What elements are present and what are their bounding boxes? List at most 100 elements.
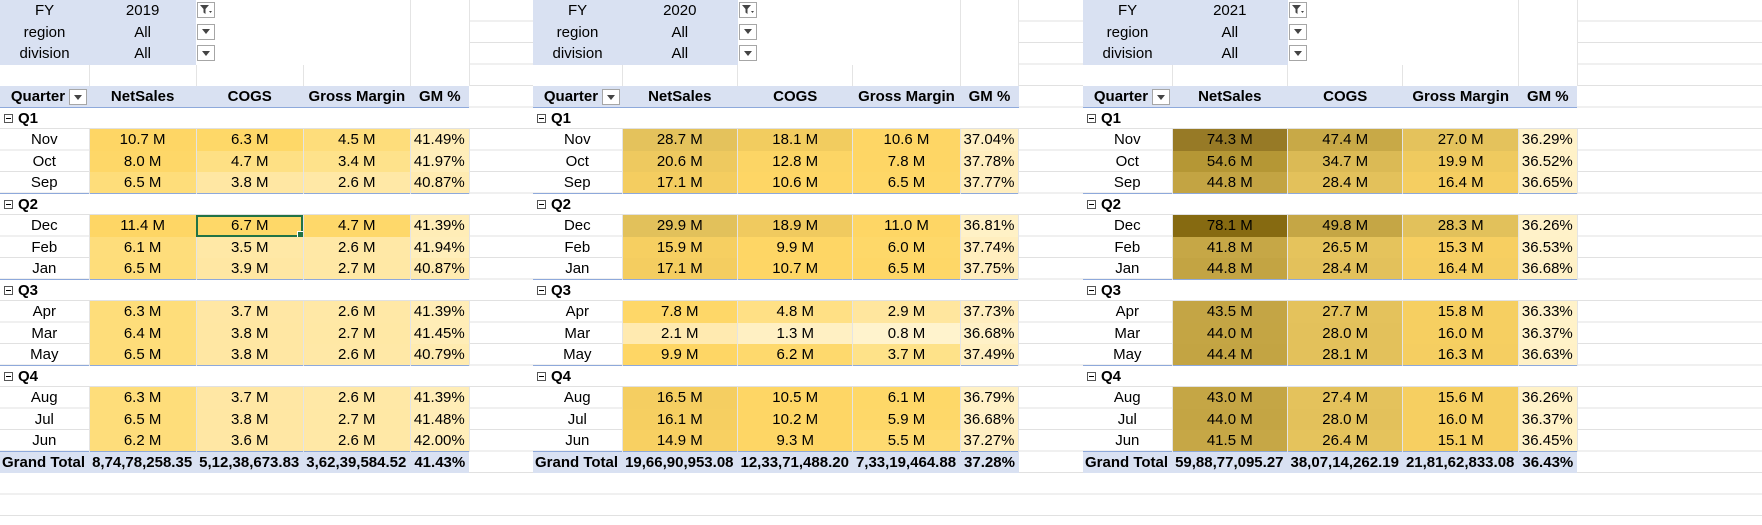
grand-total-gm-percent[interactable]: 36.43% [1518, 451, 1578, 473]
netsales-cell[interactable]: 6.1 M [89, 236, 197, 258]
filter-value-region[interactable]: All [622, 21, 738, 43]
gross-margin-cell[interactable]: 6.5 M [852, 258, 961, 280]
header-quarter[interactable]: Quarter [533, 86, 623, 108]
month-label[interactable]: Apr [0, 301, 90, 323]
gross-margin-cell[interactable]: 2.7 M [303, 322, 411, 344]
grand-total-cogs[interactable]: 5,12,38,673.83 [196, 451, 304, 473]
gm-percent-cell[interactable]: 36.26% [1518, 215, 1578, 237]
grand-total-gross-margin[interactable]: 3,62,39,584.52 [303, 451, 411, 473]
month-label[interactable]: Jul [533, 408, 623, 430]
gm-percent-cell[interactable]: 36.68% [960, 322, 1020, 344]
gm-percent-cell[interactable]: 41.39% [410, 387, 470, 409]
gross-margin-cell[interactable]: 10.6 M [852, 129, 961, 151]
dropdown-arrow-icon[interactable] [197, 45, 216, 61]
month-label[interactable]: Mar [1083, 322, 1173, 344]
gross-margin-cell[interactable]: 2.6 M [303, 301, 411, 323]
collapse-icon[interactable] [4, 372, 13, 381]
filter-dropdown-division[interactable] [196, 43, 304, 65]
gross-margin-cell[interactable]: 16.4 M [1402, 258, 1519, 280]
netsales-cell[interactable]: 7.8 M [622, 301, 739, 323]
gm-percent-cell[interactable]: 36.37% [1518, 322, 1578, 344]
netsales-cell[interactable]: 6.5 M [89, 408, 197, 430]
filter-dropdown-region[interactable] [1287, 21, 1403, 43]
filter-value-division[interactable]: All [622, 43, 738, 65]
quarter-group-q2[interactable]: Q2 [0, 193, 90, 215]
cogs-cell[interactable]: 27.4 M [1287, 387, 1404, 409]
month-label[interactable]: Aug [1083, 387, 1173, 409]
netsales-cell[interactable]: 43.5 M [1172, 301, 1289, 323]
month-label[interactable]: Sep [533, 172, 623, 194]
gm-percent-cell[interactable]: 40.87% [410, 258, 470, 280]
month-label[interactable]: Nov [1083, 129, 1173, 151]
dropdown-arrow-icon[interactable] [1152, 89, 1171, 105]
gm-percent-cell[interactable]: 36.53% [1518, 236, 1578, 258]
gross-margin-cell[interactable]: 3.7 M [852, 344, 961, 366]
filter-value-division[interactable]: All [89, 43, 197, 65]
netsales-cell[interactable]: 41.8 M [1172, 236, 1289, 258]
gross-margin-cell[interactable]: 2.7 M [303, 408, 411, 430]
month-label[interactable]: May [1083, 344, 1173, 366]
cogs-cell[interactable]: 3.8 M [196, 322, 304, 344]
grand-total-gross-margin[interactable]: 21,81,62,833.08 [1402, 451, 1519, 473]
gross-margin-cell[interactable]: 3.4 M [303, 150, 411, 172]
quarter-group-q4[interactable]: Q4 [1083, 365, 1173, 387]
collapse-icon[interactable] [1087, 200, 1096, 209]
gm-percent-cell[interactable]: 37.04% [960, 129, 1020, 151]
filter-applied-icon[interactable] [738, 2, 757, 18]
dropdown-arrow-icon[interactable] [1288, 45, 1307, 61]
month-label[interactable]: Nov [533, 129, 623, 151]
netsales-cell[interactable]: 20.6 M [622, 150, 739, 172]
cogs-cell[interactable]: 6.2 M [737, 344, 854, 366]
gross-margin-cell[interactable]: 16.3 M [1402, 344, 1519, 366]
header-quarter[interactable]: Quarter [0, 86, 90, 108]
month-label[interactable]: Oct [0, 150, 90, 172]
gm-percent-cell[interactable]: 36.81% [960, 215, 1020, 237]
cogs-cell[interactable]: 26.4 M [1287, 430, 1404, 452]
grand-total-netsales[interactable]: 8,74,78,258.35 [89, 451, 197, 473]
filter-value-region[interactable]: All [89, 21, 197, 43]
month-label[interactable]: Nov [0, 129, 90, 151]
month-label[interactable]: Mar [533, 322, 623, 344]
cogs-cell[interactable]: 34.7 M [1287, 150, 1404, 172]
netsales-cell[interactable]: 17.1 M [622, 258, 739, 280]
gm-percent-cell[interactable]: 37.74% [960, 236, 1020, 258]
grand-total-netsales[interactable]: 59,88,77,095.27 [1172, 451, 1288, 473]
cogs-cell[interactable]: 3.8 M [196, 344, 304, 366]
netsales-cell[interactable]: 6.3 M [89, 301, 197, 323]
dropdown-arrow-icon[interactable] [69, 89, 88, 105]
grand-total-cogs[interactable]: 38,07,14,262.19 [1287, 451, 1403, 473]
cogs-cell[interactable]: 28.4 M [1287, 258, 1404, 280]
grand-total-gm-percent[interactable]: 37.28% [960, 451, 1019, 473]
gm-percent-cell[interactable]: 36.65% [1518, 172, 1578, 194]
cogs-cell[interactable]: 3.8 M [196, 172, 304, 194]
gross-margin-cell[interactable]: 15.1 M [1402, 430, 1519, 452]
cogs-cell[interactable]: 18.1 M [737, 129, 854, 151]
filter-value-fy[interactable]: 2020 [622, 0, 738, 22]
netsales-cell[interactable]: 6.5 M [89, 172, 197, 194]
gross-margin-cell[interactable]: 6.0 M [852, 236, 961, 258]
gm-percent-cell[interactable]: 42.00% [410, 430, 470, 452]
month-label[interactable]: Jun [533, 430, 623, 452]
month-label[interactable]: Apr [1083, 301, 1173, 323]
collapse-icon[interactable] [537, 200, 546, 209]
cogs-cell[interactable]: 28.0 M [1287, 322, 1404, 344]
filter-dropdown-region[interactable] [196, 21, 304, 43]
gm-percent-cell[interactable]: 41.49% [410, 129, 470, 151]
cogs-cell[interactable]: 4.7 M [196, 150, 304, 172]
quarter-group-q1[interactable]: Q1 [0, 107, 90, 129]
gm-percent-cell[interactable]: 36.26% [1518, 387, 1578, 409]
cogs-cell[interactable]: 6.3 M [196, 129, 304, 151]
netsales-cell[interactable]: 14.9 M [622, 430, 739, 452]
cogs-cell[interactable]: 10.2 M [737, 408, 854, 430]
netsales-cell[interactable]: 6.5 M [89, 344, 197, 366]
netsales-cell[interactable]: 15.9 M [622, 236, 739, 258]
collapse-icon[interactable] [537, 114, 546, 123]
cogs-cell[interactable]: 27.7 M [1287, 301, 1404, 323]
netsales-cell[interactable]: 28.7 M [622, 129, 739, 151]
grand-total-cogs[interactable]: 12,33,71,488.20 [737, 451, 853, 473]
cogs-cell[interactable]: 49.8 M [1287, 215, 1404, 237]
month-label[interactable]: Mar [0, 322, 90, 344]
filter-value-division[interactable]: All [1172, 43, 1288, 65]
gm-percent-cell[interactable]: 37.49% [960, 344, 1020, 366]
gm-percent-cell[interactable]: 40.79% [410, 344, 470, 366]
